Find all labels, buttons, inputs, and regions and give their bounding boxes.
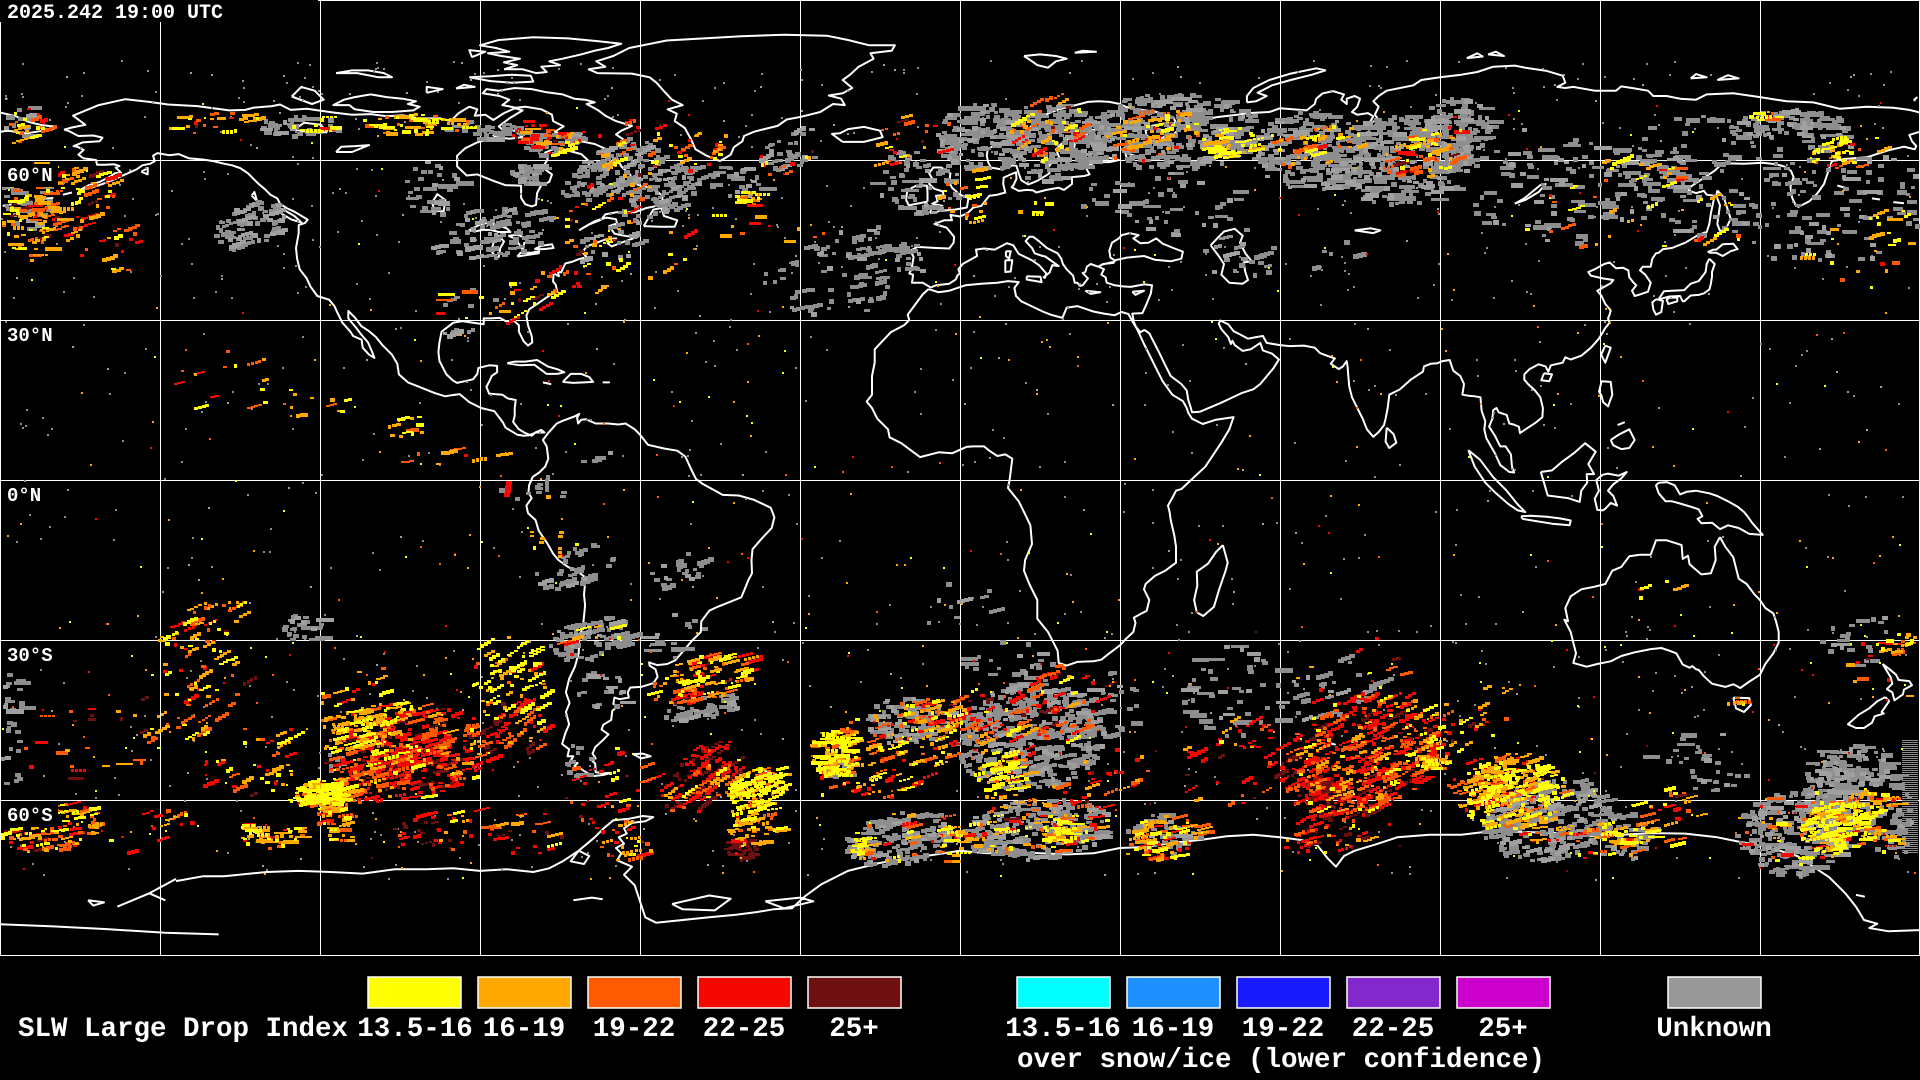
svg-text:over snow/ice (lower confidenc: over snow/ice (lower confidence) xyxy=(1017,1045,1545,1076)
svg-text:30°S: 30°S xyxy=(7,645,53,667)
svg-text:0°N: 0°N xyxy=(7,485,41,507)
svg-text:13.5-16: 13.5-16 xyxy=(1005,1014,1121,1045)
svg-text:60°N: 60°N xyxy=(7,165,53,187)
svg-text:19-22: 19-22 xyxy=(593,1014,676,1045)
svg-text:19-22: 19-22 xyxy=(1242,1014,1325,1045)
svg-text:2025.242 19:00 UTC: 2025.242 19:00 UTC xyxy=(7,2,223,25)
svg-text:13.5-16: 13.5-16 xyxy=(357,1014,473,1045)
svg-text:22-25: 22-25 xyxy=(1352,1014,1435,1045)
svg-text:60°S: 60°S xyxy=(7,805,53,827)
svg-text:22-25: 22-25 xyxy=(703,1014,786,1045)
svg-text:16-19: 16-19 xyxy=(1132,1014,1215,1045)
svg-text:30°N: 30°N xyxy=(7,325,53,347)
svg-text:16-19: 16-19 xyxy=(483,1014,566,1045)
svg-text:Unknown: Unknown xyxy=(1656,1014,1772,1045)
svg-text:25+: 25+ xyxy=(829,1014,879,1045)
svg-text:25+: 25+ xyxy=(1478,1014,1528,1045)
svg-text:SLW Large Drop Index: SLW Large Drop Index xyxy=(18,1014,348,1045)
